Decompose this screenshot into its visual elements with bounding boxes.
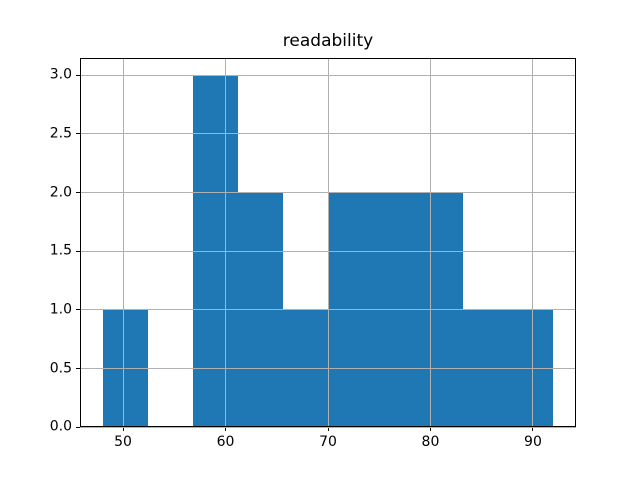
gridline-vertical: [225, 57, 227, 428]
plot-area: [80, 57, 576, 428]
gridline-vertical: [327, 57, 329, 428]
y-tick-mark: [76, 133, 80, 135]
y-tick-label: 2.0: [49, 184, 72, 201]
x-tick-label: 60: [216, 434, 235, 451]
x-tick-mark: [327, 427, 329, 432]
y-tick-mark: [76, 192, 80, 194]
gridline-vertical: [429, 57, 431, 428]
gridline-horizontal: [80, 309, 576, 311]
y-tick-label: 0.0: [49, 418, 72, 435]
gridline-horizontal: [80, 133, 576, 135]
y-tick-mark: [76, 309, 80, 311]
gridline-vertical: [122, 57, 124, 428]
gridline-horizontal: [80, 368, 576, 370]
y-tick-label: 1.0: [49, 301, 72, 318]
x-tick-label: 80: [421, 434, 440, 451]
y-tick-mark: [76, 250, 80, 252]
y-tick-label: 2.5: [49, 125, 72, 142]
gridline-horizontal: [80, 192, 576, 194]
y-tick-mark: [76, 74, 80, 76]
x-tick-mark: [429, 427, 431, 432]
chart-title: readability: [282, 31, 374, 51]
gridline-horizontal: [80, 74, 576, 76]
gridline-vertical: [532, 57, 534, 428]
gridline-horizontal: [80, 426, 576, 428]
x-tick-label: 90: [524, 434, 542, 451]
x-tick-label: 70: [319, 434, 337, 451]
y-tick-label: 3.0: [49, 66, 72, 83]
x-tick-label: 50: [114, 434, 132, 451]
grid-layer: [80, 57, 576, 428]
x-tick-mark: [122, 427, 124, 432]
y-tick-label: 0.5: [49, 360, 72, 377]
y-tick-label: 1.5: [49, 242, 72, 259]
x-tick-mark: [532, 427, 534, 432]
y-tick-mark: [76, 426, 80, 428]
gridline-horizontal: [80, 250, 576, 252]
y-tick-mark: [76, 368, 80, 370]
x-tick-mark: [225, 427, 227, 432]
